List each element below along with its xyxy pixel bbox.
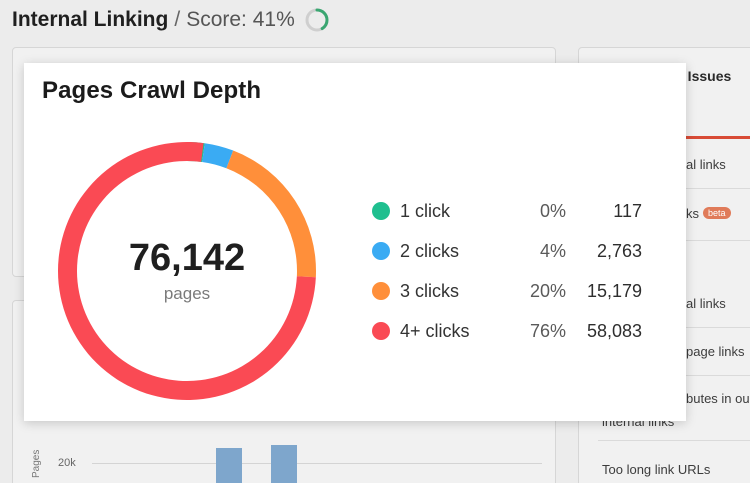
legend-percent: 0% — [539, 200, 566, 221]
crawl-depth-card: Pages Crawl Depth 76,142 pages 1 click 0%… — [24, 63, 686, 421]
donut-slice-3[interactable] — [226, 150, 316, 278]
donut-center: 76,142 pages — [56, 140, 318, 402]
legend-row[interactable]: 4+ clicks 76% 58,083 — [372, 311, 642, 351]
issue-item-label: ks — [686, 206, 699, 221]
page-title: Internal Linking — [12, 8, 169, 31]
beta-badge: beta — [703, 207, 731, 219]
crawl-depth-donut — [58, 141, 316, 400]
chart-bar — [216, 448, 242, 483]
legend-percent: 20% — [529, 280, 566, 301]
legend-count: 58,083 — [586, 320, 642, 341]
issue-item[interactable]: internal links — [602, 414, 675, 429]
score-label: Score: 41% — [186, 8, 295, 31]
score-ring-icon — [305, 8, 329, 32]
legend-count: 2,763 — [596, 240, 642, 261]
legend-percent: 4% — [539, 240, 566, 261]
legend-percent: 76% — [529, 320, 566, 341]
legend-label: 4+ clicks — [400, 320, 470, 341]
issue-divider — [598, 440, 750, 441]
donut-slice-2[interactable] — [202, 143, 234, 169]
issues-card-title: k Issues — [676, 68, 732, 84]
legend-dot-icon — [372, 322, 390, 340]
legend-dot-icon — [372, 282, 390, 300]
legend-label: 2 clicks — [400, 240, 460, 261]
chart-gridline — [92, 463, 542, 464]
total-pages-unit: pages — [163, 283, 211, 303]
chart-tick-label: 20k — [58, 457, 76, 469]
chart-legend: 1 click 0% 117 2 clicks 4% 2,763 3 clicks 20% 15… — [372, 191, 642, 351]
legend-row[interactable]: 1 click 0% 117 — [372, 191, 642, 231]
issue-item[interactable]: al links — [686, 157, 726, 172]
page-header: Internal Linking / Score: 41% — [12, 8, 329, 32]
legend-count: 117 — [613, 200, 642, 221]
legend-count: 15,179 — [586, 280, 642, 301]
total-pages-value: 76,142 — [128, 236, 246, 279]
legend-label: 1 click — [400, 200, 451, 221]
issue-item[interactable]: ks beta — [686, 206, 731, 221]
legend-label: 3 clicks — [400, 280, 460, 301]
legend-row[interactable]: 2 clicks 4% 2,763 — [372, 231, 642, 271]
chart-axis-label: Pages — [31, 449, 42, 478]
issue-item[interactable]: Too long link URLs — [602, 462, 711, 477]
card-title: Pages Crawl Depth — [42, 77, 262, 104]
issues-tab-underline — [686, 136, 750, 139]
legend-row[interactable]: 3 clicks 20% 15,179 — [372, 271, 642, 311]
issue-item[interactable]: butes in ou — [686, 391, 750, 406]
issue-item[interactable]: page links — [686, 344, 745, 359]
legend-dot-icon — [372, 242, 390, 260]
title-separator: / — [174, 8, 181, 31]
issue-item[interactable]: al links — [686, 296, 726, 311]
chart-bar — [271, 445, 297, 483]
legend-dot-icon — [372, 202, 390, 220]
